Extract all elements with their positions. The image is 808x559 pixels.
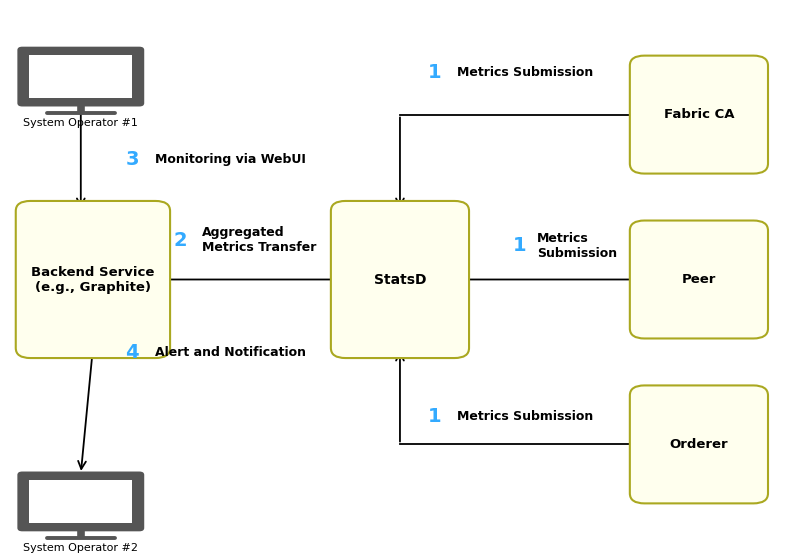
Text: 3: 3 [125, 150, 139, 169]
FancyBboxPatch shape [331, 201, 469, 358]
FancyBboxPatch shape [630, 56, 768, 173]
FancyBboxPatch shape [630, 386, 768, 503]
Text: StatsD: StatsD [374, 272, 426, 287]
FancyBboxPatch shape [30, 480, 133, 523]
Text: Metrics Submission: Metrics Submission [457, 66, 593, 79]
Text: Fabric CA: Fabric CA [663, 108, 734, 121]
Text: 1: 1 [428, 407, 442, 426]
Text: 2: 2 [174, 231, 187, 250]
FancyBboxPatch shape [18, 472, 145, 531]
Text: Aggregated
Metrics Transfer: Aggregated Metrics Transfer [202, 226, 317, 254]
FancyBboxPatch shape [630, 221, 768, 339]
Text: Orderer: Orderer [670, 438, 728, 451]
FancyBboxPatch shape [30, 55, 133, 98]
FancyBboxPatch shape [16, 201, 170, 358]
Text: Backend Service
(e.g., Graphite): Backend Service (e.g., Graphite) [32, 266, 154, 293]
FancyBboxPatch shape [18, 47, 145, 106]
Text: Metrics
Submission: Metrics Submission [537, 232, 617, 260]
Text: Peer: Peer [682, 273, 716, 286]
Text: Metrics Submission: Metrics Submission [457, 410, 593, 423]
Text: System Operator #2: System Operator #2 [23, 542, 138, 552]
Text: Monitoring via WebUI: Monitoring via WebUI [155, 153, 306, 166]
Text: 1: 1 [513, 236, 527, 255]
Text: Alert and Notification: Alert and Notification [155, 345, 306, 359]
Text: 4: 4 [125, 343, 139, 362]
Text: 1: 1 [428, 63, 442, 82]
Text: System Operator #1: System Operator #1 [23, 118, 138, 127]
